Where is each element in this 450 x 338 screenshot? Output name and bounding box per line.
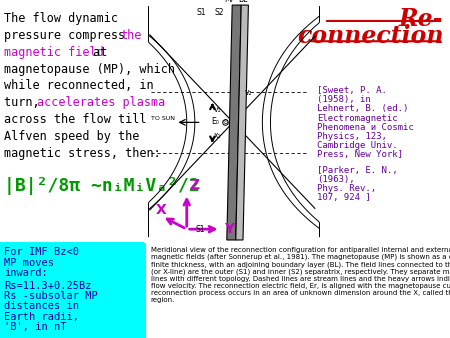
- Text: accelerates plasma: accelerates plasma: [37, 96, 166, 109]
- Text: v₂: v₂: [245, 89, 252, 97]
- Bar: [0, 242, 146, 338]
- Text: (1963),: (1963),: [317, 175, 355, 184]
- Text: Earth radii,: Earth radii,: [4, 312, 80, 322]
- Text: Electromagnetic: Electromagnetic: [317, 114, 398, 123]
- Polygon shape: [227, 5, 241, 240]
- Text: distances in: distances in: [4, 301, 80, 312]
- Text: Meridional view of the reconnection configuration for antiparallel internal and : Meridional view of the reconnection conf…: [151, 247, 450, 303]
- Text: Phys. Rev.,: Phys. Rev.,: [317, 184, 376, 193]
- Text: X: X: [156, 203, 167, 217]
- Text: Phenomena и Cosmic: Phenomena и Cosmic: [317, 123, 414, 132]
- Text: S1: S1: [197, 8, 207, 17]
- Text: Z: Z: [189, 178, 199, 192]
- Text: magnetic field: magnetic field: [4, 46, 104, 58]
- Text: Lehnert, B. (ed.): Lehnert, B. (ed.): [317, 104, 409, 114]
- Text: Press, New York]: Press, New York]: [317, 150, 403, 159]
- Text: magnetic stress, then:: magnetic stress, then:: [4, 147, 161, 160]
- Text: The flow dynamic: The flow dynamic: [4, 12, 118, 25]
- Text: pressure compress: pressure compress: [4, 29, 140, 42]
- Text: S1: S1: [196, 225, 206, 234]
- Text: 107, 924 ]: 107, 924 ]: [317, 193, 371, 202]
- Text: (1958), in: (1958), in: [317, 95, 371, 104]
- Text: across the flow till: across the flow till: [4, 113, 147, 126]
- Text: v₁: v₁: [214, 105, 221, 114]
- Text: |B|²/8π ~nᵢMᵢVₐ²/2: |B|²/8π ~nᵢMᵢVₐ²/2: [4, 177, 200, 195]
- Text: at: at: [86, 46, 107, 58]
- Text: [Parker, E. N.,: [Parker, E. N.,: [317, 166, 398, 175]
- Text: E₀: E₀: [212, 117, 220, 125]
- Text: Physics, 123,: Physics, 123,: [317, 132, 387, 141]
- Text: turn,: turn,: [4, 96, 47, 109]
- Text: MP moves: MP moves: [4, 258, 54, 268]
- Text: TO SUN: TO SUN: [151, 116, 175, 121]
- Text: magnetopause (MP), which: magnetopause (MP), which: [4, 63, 176, 75]
- Text: the: the: [120, 29, 141, 42]
- Text: S2: S2: [215, 8, 225, 17]
- Text: Cambridge Univ.: Cambridge Univ.: [317, 141, 398, 150]
- Text: 'B', in nT: 'B', in nT: [4, 322, 67, 332]
- Text: x₁: x₁: [214, 131, 221, 140]
- Text: For IMF Bz<0: For IMF Bz<0: [4, 247, 80, 258]
- Text: Re-: Re-: [399, 7, 443, 31]
- Polygon shape: [236, 5, 248, 240]
- Text: ⊙: ⊙: [222, 119, 228, 125]
- Text: Rs=11.3+0.25Bz: Rs=11.3+0.25Bz: [4, 281, 92, 291]
- Text: inward:: inward:: [4, 268, 48, 278]
- Text: Y: Y: [224, 222, 234, 236]
- Text: Alfven speed by the: Alfven speed by the: [4, 130, 140, 143]
- Text: Rs -subsolar MP: Rs -subsolar MP: [4, 291, 98, 301]
- Text: [Sweet, P. A.: [Sweet, P. A.: [317, 86, 387, 95]
- Text: while reconnected, in: while reconnected, in: [4, 79, 154, 92]
- Bar: [144, 0, 328, 243]
- Text: BL: BL: [238, 0, 248, 4]
- Text: connection: connection: [297, 24, 443, 48]
- Text: MP: MP: [224, 0, 235, 4]
